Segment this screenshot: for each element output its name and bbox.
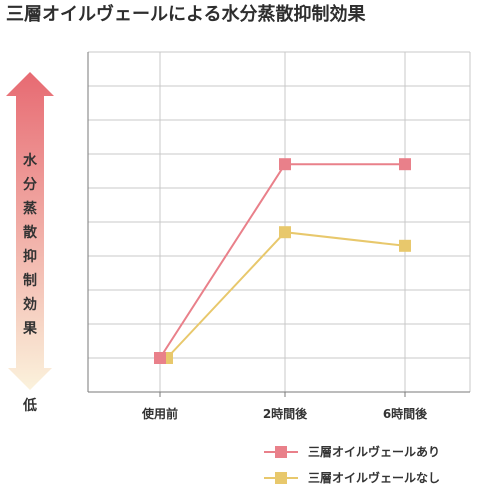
y-axis-label-char: 果 xyxy=(22,321,38,337)
y-axis-label-char: 抑 xyxy=(23,248,37,265)
x-axis-ticks: 使用前 2時間後 6時間後 xyxy=(141,392,428,421)
y-axis-low-label: 低 xyxy=(22,397,37,414)
data-point xyxy=(279,226,291,239)
chart-title: 三層オイルヴェールによる水分蒸散抑制効果 xyxy=(6,3,366,25)
grid xyxy=(88,51,471,392)
y-axis-label-char: 散 xyxy=(23,224,38,241)
y-axis-label-char: 制 xyxy=(23,272,37,289)
y-axis-label-char: 水 xyxy=(23,152,38,169)
y-axis-label-char: 分 xyxy=(23,177,37,193)
data-point xyxy=(399,239,411,252)
legend-marker xyxy=(275,446,287,458)
y-axis-label-char: 蒸 xyxy=(23,200,37,217)
data-point xyxy=(154,352,166,364)
series xyxy=(154,158,411,364)
legend-label: 三層オイルヴェールなし xyxy=(308,470,440,485)
legend-marker xyxy=(275,472,287,484)
data-point xyxy=(279,158,291,171)
series-line xyxy=(166,231,406,359)
x-tick-label: 6時間後 xyxy=(383,406,428,421)
y-axis-label-char: 効 xyxy=(23,296,37,313)
y-axis-label: 水分蒸散抑制効果 xyxy=(22,152,38,337)
y-axis-arrow xyxy=(6,72,54,390)
legend-label: 三層オイルヴェールあり xyxy=(308,444,440,459)
x-tick-label: 使用前 xyxy=(141,406,178,421)
data-point xyxy=(399,158,411,171)
series-line xyxy=(159,163,405,359)
x-tick-label: 2時間後 xyxy=(263,406,308,421)
